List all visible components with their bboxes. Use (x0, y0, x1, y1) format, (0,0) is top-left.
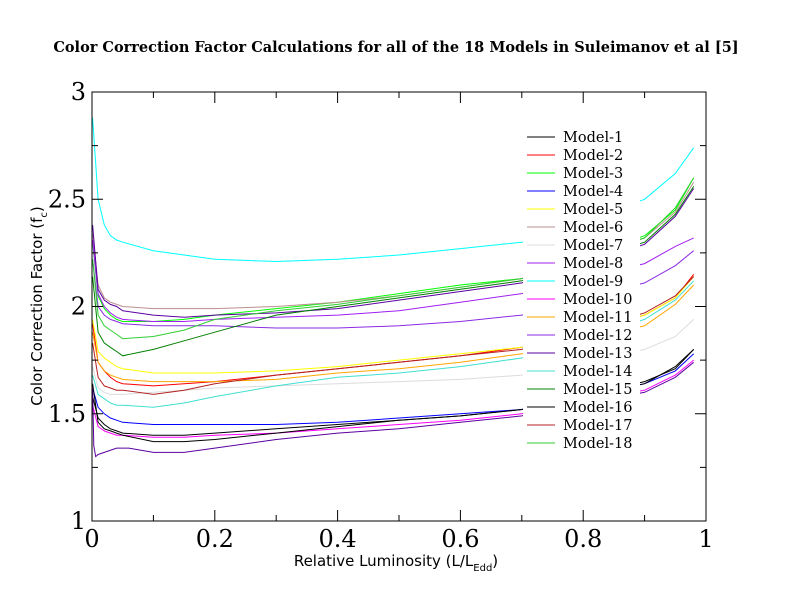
ticks: 0 0.2 0.4 0.6 0.8 1 1 1.5 2 2.5 3 (48, 78, 714, 553)
legend-label-4: Model-4 (563, 184, 623, 200)
y-tick-label: 1.5 (48, 400, 86, 428)
x-tick-label: 1 (698, 525, 713, 553)
legend-label-6: Model-6 (563, 220, 623, 236)
legend-label-18: Model-18 (563, 436, 632, 452)
x-tick-label: 0.8 (564, 525, 602, 553)
y-tick-label: 3 (71, 78, 86, 106)
x-tick-label: 0.6 (441, 525, 479, 553)
x-tick-label: 0 (84, 525, 99, 553)
legend-label-2: Model-2 (563, 148, 623, 164)
legend-label-5: Model-5 (563, 202, 623, 218)
legend-label-17: Model-17 (563, 418, 632, 434)
legend-label-12: Model-12 (563, 328, 632, 344)
y-tick-label: 1 (71, 507, 86, 535)
legend-label-10: Model-10 (563, 292, 632, 308)
legend-label-3: Model-3 (563, 166, 623, 182)
chart-title: Color Correction Factor Calculations for… (53, 39, 738, 56)
y-axis-label: Color Correction Factor (fc) (28, 206, 50, 405)
x-axis-label: Relative Luminosity (L/LEdd) (294, 552, 498, 574)
legend-label-16: Model-16 (563, 400, 632, 416)
y-tick-label: 2.5 (48, 185, 86, 213)
x-tick-label: 0.4 (319, 525, 357, 553)
legend-label-9: Model-9 (563, 274, 623, 290)
legend-label-11: Model-11 (563, 310, 632, 326)
legend-label-8: Model-8 (563, 256, 623, 272)
legend: Model-1 Model-2 Model-3 Model-4 Model-5 Model… (527, 130, 632, 452)
x-tick-label: 0.2 (196, 525, 234, 553)
legend-label-7: Model-7 (563, 238, 623, 254)
legend-label-13: Model-13 (563, 346, 632, 362)
y-tick-label: 2 (71, 293, 86, 321)
legend-label-15: Model-15 (563, 382, 632, 398)
legend-label-1: Model-1 (563, 130, 623, 146)
legend-label-14: Model-14 (563, 364, 632, 380)
legend-background (523, 127, 640, 455)
